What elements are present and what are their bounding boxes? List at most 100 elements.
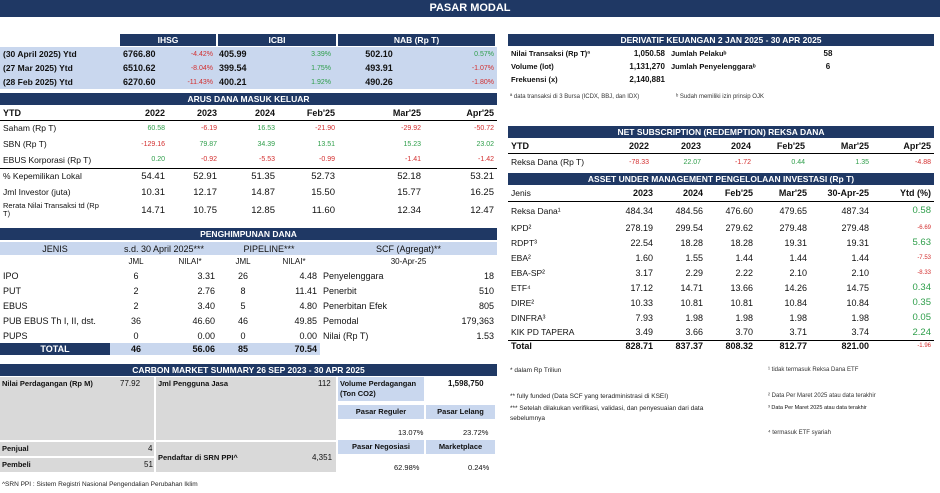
netsub-value: -78.33 — [629, 158, 649, 166]
arus-value: -1.42 — [478, 156, 494, 164]
aum-value: 3.17 — [635, 267, 653, 278]
arus-value: 34.39 — [257, 140, 275, 148]
arus-row: EBUS Korporasi (Rp T) 0.20 -0.92 -5.53 -0.99… — [0, 152, 497, 168]
ph-scf-label: Penerbitan Efek — [323, 300, 388, 311]
ph-jenis: PUB EBUS Th I, II, dst. — [3, 315, 96, 326]
aum-label: KPD² — [511, 222, 532, 233]
netsub-header-cell: YTD — [508, 140, 596, 154]
aum-value: 18.28 — [730, 237, 753, 248]
ph-scf-label: Penyelenggara — [323, 270, 384, 281]
aum-row: DIRE² 10.33 10.81 10.81 10.84 10.84 0.35 — [508, 295, 934, 310]
netsub-value: 0.44 — [791, 158, 805, 166]
arus-value: 52.73 — [278, 167, 338, 184]
aum-header-cell: 2023 — [600, 186, 656, 202]
aum-label: Reksa Dana¹ — [511, 205, 561, 216]
aum-value: 14.71 — [680, 282, 703, 293]
aum-total-value: 808.32 — [706, 339, 756, 352]
netsub-header-row: YTD 2022 2023 2024 Feb'25 Mar'25 Apr'25 — [508, 140, 934, 154]
ph-pipeline-nilai: 49.85 — [294, 315, 317, 326]
pasar-negosiasi-value: 62.98% — [394, 463, 420, 472]
arus-value: 53.21 — [424, 167, 497, 184]
aum-total-label: Total — [508, 339, 600, 352]
pasar-lelang-value: 23.72% — [463, 428, 489, 437]
arus-header-cell: Mar'25 — [338, 107, 424, 121]
arus-value: 12.85 — [251, 204, 275, 216]
aum-row: KIK PD TAPERA 3.49 3.66 3.70 3.71 3.74 2.24 — [508, 325, 934, 340]
arus-value: -1.41 — [405, 156, 421, 164]
ph-jml: 2 — [133, 285, 139, 296]
ph-header-row: JENIS s.d. 30 April 2025*** PIPELINE*** SCF… — [0, 242, 497, 255]
note-1: ¹ tidak termasuk Reksa Dana ETF — [768, 367, 859, 373]
aum-total-ytd: -1.96 — [872, 339, 934, 352]
aum-label: DINFRA³ — [511, 312, 546, 323]
pembeli-box: Pembeli — [0, 458, 154, 472]
note-verifikasi: *** Setelah dilakukan verifikasi, valida… — [510, 405, 704, 422]
arus-value: 12.34 — [397, 204, 421, 216]
derivatif-label2 — [668, 73, 788, 86]
ph-nilai: 3.31 — [197, 270, 215, 281]
ph-total-nilai: 56.06 — [162, 343, 218, 355]
aum-value: 10.81 — [680, 297, 703, 308]
aum-value: 2.29 — [685, 267, 703, 278]
derivatif-value: 1,131,270 — [629, 62, 665, 71]
ph-scf-label: Pemodal — [323, 315, 359, 326]
aum-value: 10.81 — [730, 297, 753, 308]
aum-header-cell: 2024 — [656, 186, 706, 202]
ph-jml: 0 — [133, 330, 139, 341]
nab-value: 490.26 — [365, 77, 393, 87]
aum-ytd: -6.69 — [917, 224, 931, 231]
marketplace-label: Marketplace — [426, 440, 495, 454]
penjual-box: Penjual — [0, 442, 154, 456]
nab-change: 0.57% — [474, 50, 494, 58]
aum-value: 299.54 — [675, 222, 703, 233]
aum-value: 2.10 — [851, 267, 869, 278]
ph-total-empty — [320, 343, 420, 355]
index-row: (30 April 2025) Ytd 6766.80 -4.42% 405.99 3.… — [0, 47, 497, 61]
arus-value: -50.72 — [474, 124, 494, 132]
aum-value: 1.98 — [789, 312, 807, 323]
arus-header-cell: 2022 — [110, 107, 168, 121]
aum-row: RDPT³ 22.54 18.28 18.28 19.31 19.31 5.63 — [508, 235, 934, 250]
index-row-label: (30 April 2025) Ytd — [3, 49, 77, 59]
arus-value: 51.35 — [220, 167, 278, 184]
aum-value: 1.44 — [735, 252, 753, 263]
arus-row: Saham (Rp T) 60.58 -6.19 16.53 -21.90 -29.92 -… — [0, 120, 497, 136]
note-3: ³ Data Per Maret 2025 atau data terakhir — [768, 405, 867, 411]
derivatif-value2: 58 — [823, 49, 833, 58]
arus-row: SBN (Rp T) -129.16 79.87 34.39 13.51 15.23 23.… — [0, 136, 497, 152]
index-table: (30 April 2025) Ytd 6766.80 -4.42% 405.99 3.… — [0, 47, 497, 89]
aum-label: EBA-SP² — [511, 267, 546, 278]
arus-value: 12.47 — [470, 204, 494, 216]
arus-value: 60.58 — [147, 124, 165, 132]
aum-value: 10.33 — [630, 297, 653, 308]
aum-value: 19.31 — [846, 237, 869, 248]
carbon-nilai-value: 77.92 — [120, 379, 141, 388]
aum-row: EBA-SP² 3.17 2.29 2.22 2.10 2.10 -8.33 — [508, 265, 934, 280]
arus-value: -0.99 — [319, 156, 335, 164]
aum-value: 1.60 — [635, 252, 653, 263]
netsub-header-cell: Mar'25 — [808, 140, 872, 154]
ihsg-change: -11.43% — [187, 78, 213, 86]
pasar-lelang-label: Pasar Lelang — [426, 405, 495, 419]
derivatif-value2 — [788, 73, 868, 86]
arus-header-cell: YTD — [0, 107, 110, 121]
netsub-header-cell: Apr'25 — [872, 140, 934, 154]
aum-header-cell: 30-Apr-25 — [810, 186, 872, 202]
ph-jml: 2 — [133, 300, 139, 311]
aum-row: DINFRA³ 7.93 1.98 1.98 1.98 1.98 0.05 — [508, 310, 934, 325]
derivatif-label2: Jumlah Pelakuᵇ — [671, 49, 727, 58]
aum-value: 10.84 — [784, 297, 807, 308]
ph-scf-value: 805 — [478, 300, 494, 311]
aum-ytd: 0.05 — [912, 312, 932, 323]
aum-value: 279.62 — [725, 222, 753, 233]
pendaftar-label: Pendaftar di SRN PPI^ — [158, 453, 238, 462]
nab-value: 502.10 — [365, 49, 393, 59]
arus-value: 16.53 — [257, 124, 275, 132]
aum-value: 278.19 — [625, 222, 653, 233]
aum-ytd: 0.35 — [912, 297, 932, 308]
ph-pipeline-jml: 0 — [240, 330, 246, 341]
ph-jml: 36 — [130, 315, 141, 326]
ph-pipeline-jml: 46 — [237, 315, 248, 326]
aum-value: 1.98 — [851, 312, 869, 323]
aum-total-row: Total 828.71 837.37 808.32 812.77 821.00 -1.96 — [508, 339, 934, 352]
